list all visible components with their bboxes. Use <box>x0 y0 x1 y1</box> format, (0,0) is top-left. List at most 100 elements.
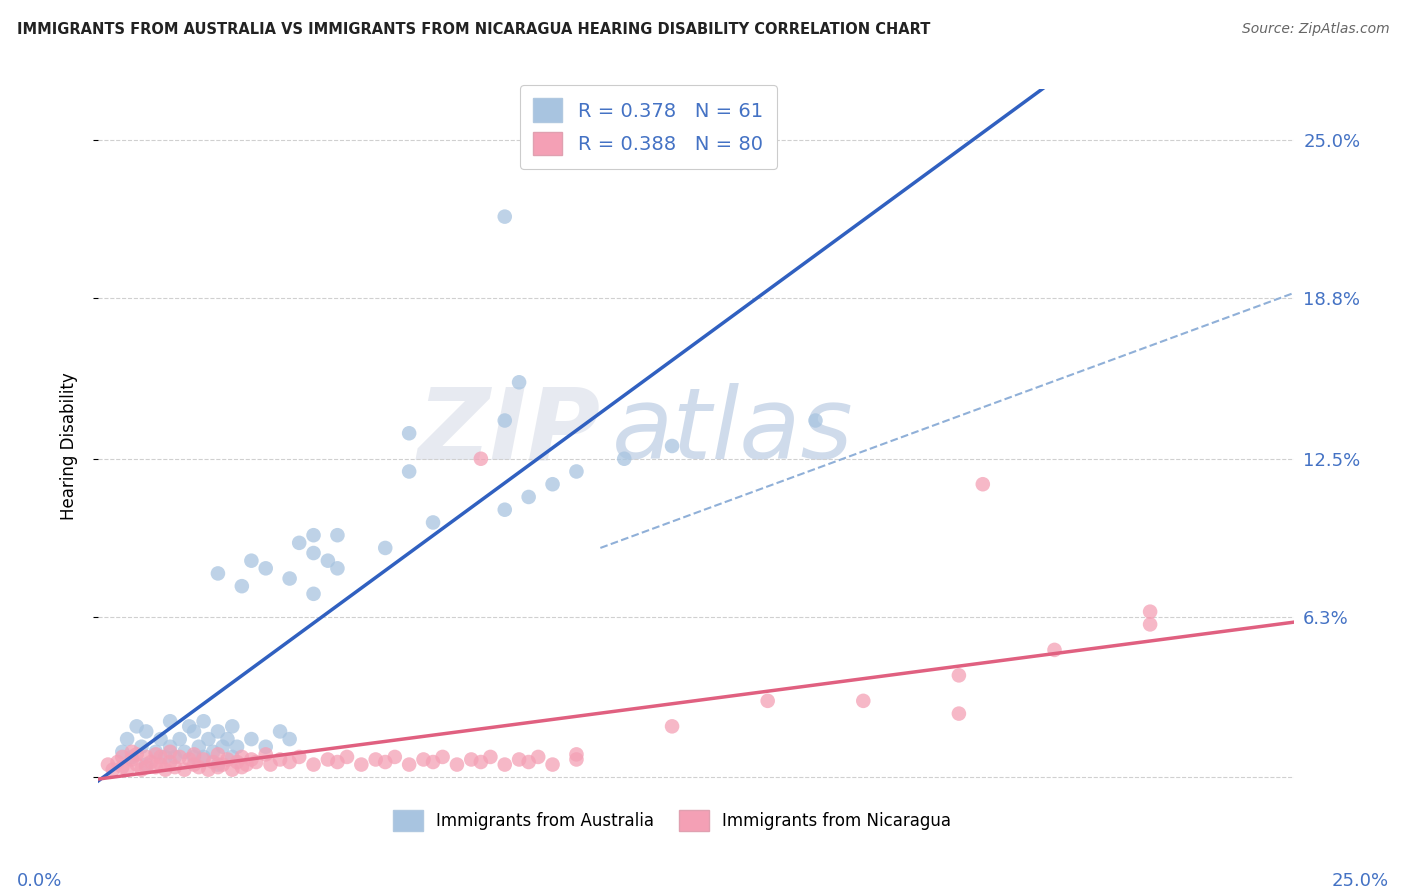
Point <box>221 750 243 764</box>
Point <box>135 757 157 772</box>
Legend: Immigrants from Australia, Immigrants from Nicaragua: Immigrants from Australia, Immigrants fr… <box>387 804 957 838</box>
Point <box>756 694 779 708</box>
Point <box>326 528 349 542</box>
Point <box>661 719 683 733</box>
Point <box>508 752 530 766</box>
Point <box>173 763 195 777</box>
Point <box>302 587 325 601</box>
Point <box>97 757 120 772</box>
Point <box>159 755 181 769</box>
Point <box>145 747 167 762</box>
Point <box>278 732 301 747</box>
Text: 0.0%: 0.0% <box>17 872 62 890</box>
Point <box>207 566 229 581</box>
Point <box>139 755 162 769</box>
Point <box>278 572 301 586</box>
Point <box>302 757 325 772</box>
Point <box>278 755 301 769</box>
Point <box>254 739 277 754</box>
Point <box>173 745 195 759</box>
Point <box>326 755 349 769</box>
Point <box>398 757 420 772</box>
Point <box>288 536 311 550</box>
Point <box>494 757 516 772</box>
Point <box>446 757 468 772</box>
Point <box>972 477 994 491</box>
Point <box>163 760 186 774</box>
Point <box>221 763 243 777</box>
Point <box>374 541 396 555</box>
Point <box>948 668 970 682</box>
Point <box>179 752 201 766</box>
Point <box>121 750 143 764</box>
Point <box>107 755 129 769</box>
Point <box>613 451 636 466</box>
Point <box>183 724 205 739</box>
Point <box>1139 617 1161 632</box>
Point <box>494 502 516 516</box>
Point <box>159 714 181 729</box>
Point <box>193 714 215 729</box>
Point <box>245 755 267 769</box>
Point <box>231 579 253 593</box>
Text: 25.0%: 25.0% <box>1331 872 1389 890</box>
Point <box>221 719 243 733</box>
Point <box>412 752 434 766</box>
Point <box>1043 643 1066 657</box>
Point <box>121 745 143 759</box>
Point <box>470 451 492 466</box>
Point <box>517 490 540 504</box>
Point <box>217 752 239 766</box>
Point <box>374 755 396 769</box>
Point <box>494 413 516 427</box>
Point <box>111 760 134 774</box>
Point <box>197 763 219 777</box>
Text: IMMIGRANTS FROM AUSTRALIA VS IMMIGRANTS FROM NICARAGUA HEARING DISABILITY CORREL: IMMIGRANTS FROM AUSTRALIA VS IMMIGRANTS … <box>17 22 931 37</box>
Point <box>202 745 225 759</box>
Point <box>149 732 172 747</box>
Point <box>508 376 530 390</box>
Point <box>422 516 444 530</box>
Point <box>149 757 172 772</box>
Text: atlas: atlas <box>613 384 853 480</box>
Point <box>193 750 215 764</box>
Point <box>159 745 181 759</box>
Point <box>145 745 167 759</box>
Point <box>517 755 540 769</box>
Point <box>226 755 249 769</box>
Point <box>231 760 253 774</box>
Text: ZIP: ZIP <box>418 384 600 480</box>
Point <box>240 554 263 568</box>
Point <box>316 554 339 568</box>
Point <box>470 755 492 769</box>
Point <box>131 763 153 777</box>
Y-axis label: Hearing Disability: Hearing Disability <box>59 372 77 520</box>
Point <box>541 757 564 772</box>
Point <box>254 747 277 762</box>
Point <box>125 719 148 733</box>
Point <box>202 755 225 769</box>
Point <box>302 546 325 560</box>
Point <box>149 750 172 764</box>
Point <box>226 739 249 754</box>
Point <box>193 752 215 766</box>
Point <box>125 757 148 772</box>
Point <box>460 752 482 766</box>
Point <box>948 706 970 721</box>
Point <box>183 747 205 762</box>
Point <box>207 747 229 762</box>
Point <box>131 739 153 754</box>
Point <box>804 413 827 427</box>
Point <box>101 763 124 777</box>
Point <box>254 561 277 575</box>
Point <box>240 752 263 766</box>
Point <box>155 750 177 764</box>
Point <box>350 757 373 772</box>
Point <box>527 750 550 764</box>
Point <box>111 745 134 759</box>
Point <box>183 757 205 772</box>
Point <box>135 724 157 739</box>
Point <box>494 210 516 224</box>
Point <box>145 760 167 774</box>
Point <box>207 760 229 774</box>
